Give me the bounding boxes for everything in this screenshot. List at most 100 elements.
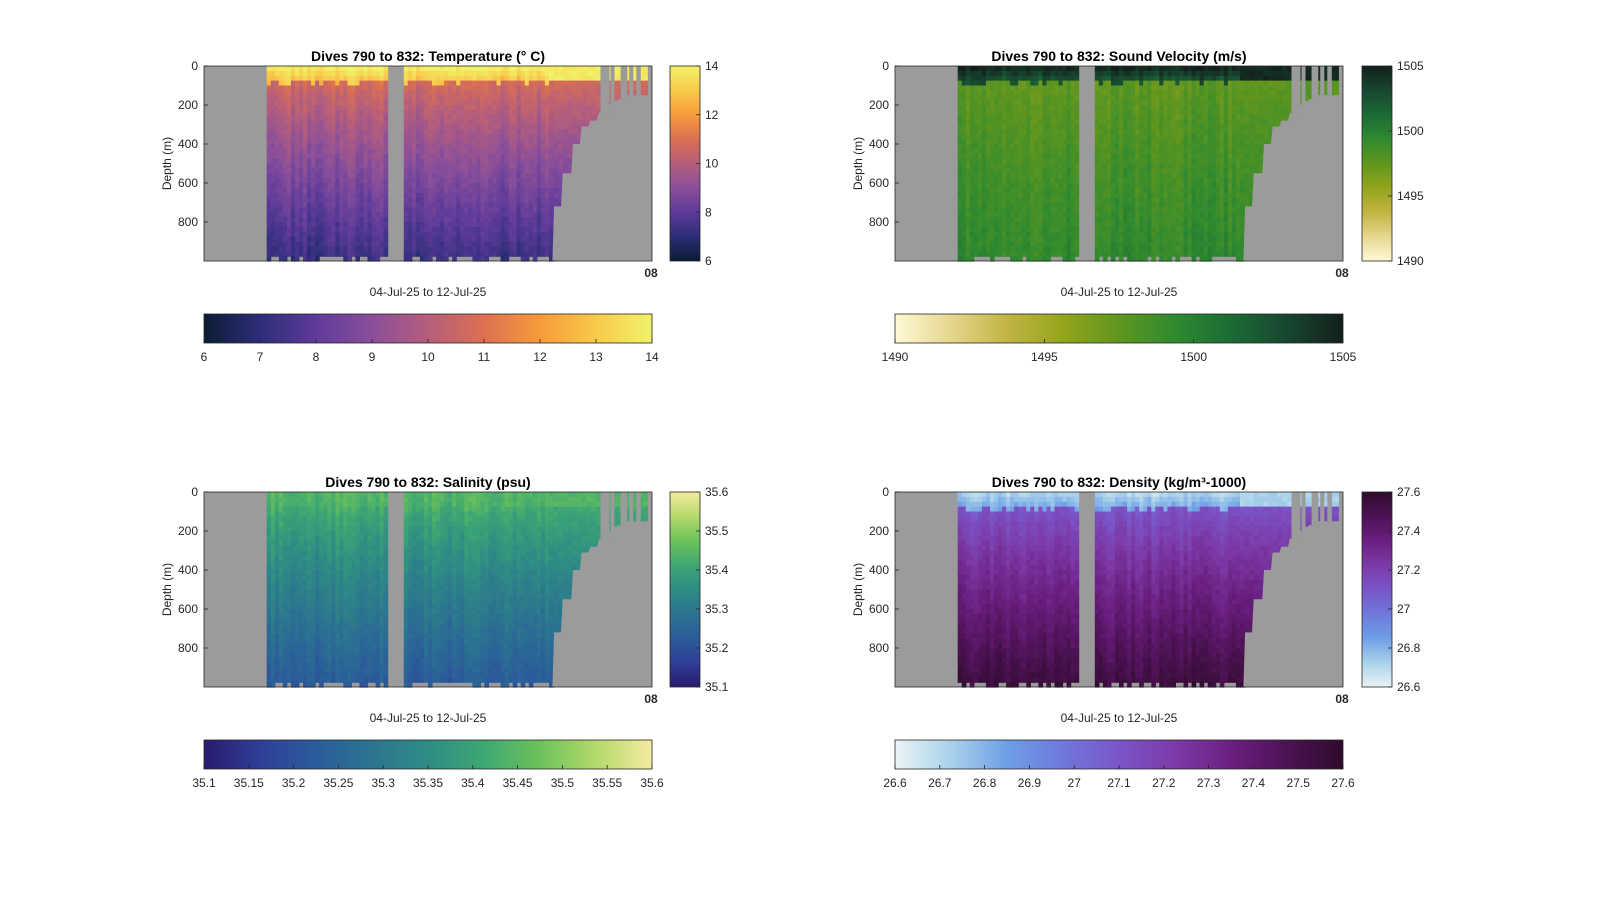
heatmap-cell [335,212,340,218]
heatmap-cell [1103,90,1108,96]
heatmap-cell [476,110,481,116]
heatmap-cell [456,227,461,233]
heatmap-cell [1055,251,1060,256]
heatmap-cell [267,95,272,101]
heatmap-cell [319,144,324,150]
heatmap-cell [1115,232,1120,238]
heatmap-cell [1030,242,1035,248]
heatmap-cell [343,198,348,204]
heatmap-cell [424,86,429,92]
heatmap-cell [1163,217,1168,223]
heatmap-cell [476,139,481,145]
heatmap-cell [545,212,550,218]
heatmap-cell [994,115,999,121]
heatmap-cell [291,129,296,135]
heatmap-cell [319,227,324,233]
heatmap-cell [505,86,510,92]
heatmap-cell [412,227,417,233]
heatmap-cell [364,217,369,223]
heatmap-cell [505,149,510,155]
heatmap-cell [1131,164,1136,170]
heatmap-cell [1026,120,1031,126]
heatmap-cell [994,159,999,165]
heatmap-cell [368,237,373,243]
heatmap-cell [416,115,421,121]
heatmap-cell [279,203,284,209]
heatmap-cell [1103,183,1108,189]
heatmap-cell [1046,76,1051,82]
heatmap-cell [484,139,489,145]
heatmap-cell [376,173,381,179]
heatmap-cell [1071,149,1076,155]
heatmap-cell [271,129,276,135]
heatmap-cell [1030,251,1035,256]
heatmap-cell [505,125,510,131]
heatmap-cell [545,81,550,87]
heatmap-cell [1095,95,1100,101]
heatmap-cell [509,66,514,72]
heatmap-cell [545,125,550,131]
heatmap-cell [568,149,573,155]
heatmap-cell [525,134,530,140]
heatmap-cell [513,164,518,170]
heatmap-cell [368,193,373,199]
heatmap-cell [1119,246,1124,252]
heatmap-cell [1026,125,1031,131]
heatmap-cell [982,90,987,96]
heatmap-cell [1167,129,1172,135]
heatmap-cell [1143,193,1148,199]
heatmap-cell [364,178,369,184]
heatmap-cell [513,76,518,82]
heatmap-cell [1167,139,1172,145]
heatmap-cell [1006,183,1011,189]
heatmap-cell [343,217,348,223]
heatmap-cell [505,115,510,121]
heatmap-cell [549,154,554,160]
heatmap-cell [1026,71,1031,77]
heatmap-cell [509,154,514,160]
heatmap-cell [347,115,352,121]
heatmap-cell [319,100,324,106]
heatmap-cell [970,217,975,223]
heatmap-cell [1123,193,1128,199]
heatmap-cell [456,139,461,145]
heatmap-cell [460,212,465,218]
heatmap-cell [456,129,461,135]
heatmap-cell [994,217,999,223]
heatmap-cell [1063,168,1068,174]
heatmap-cell [1095,222,1100,228]
heatmap-cell [1115,71,1120,77]
heatmap-cell [1111,134,1116,140]
heatmap-cell [331,246,336,252]
heatmap-cell [480,76,485,82]
heatmap-cell [1034,86,1039,92]
y-tick-label: 0 [191,59,198,73]
heatmap-cell [464,139,469,145]
heatmap-cell [489,144,494,150]
heatmap-cell [1046,207,1051,213]
heatmap-cell [1159,81,1164,87]
heatmap-cell [299,251,304,256]
heatmap-cell [360,76,365,82]
heatmap-cell [1111,110,1116,116]
heatmap-cell [537,203,542,209]
heatmap-cell [1155,193,1160,199]
heatmap-cell [404,222,409,228]
heatmap-cell [331,100,336,106]
heatmap-cell [436,193,441,199]
heatmap-cell [275,212,280,218]
heatmap-cell [476,212,481,218]
heatmap-cell [1167,212,1172,218]
heatmap-cell [615,71,620,77]
heatmap-cell [517,115,522,121]
heatmap-cell [982,134,987,140]
heatmap-cell [521,71,526,77]
heatmap-cell [1042,217,1047,223]
heatmap-cell [1159,134,1164,140]
heatmap-cell [1127,188,1132,194]
heatmap-cell [424,237,429,243]
heatmap-cell [424,129,429,135]
heatmap-cell [323,120,328,126]
heatmap-cell [1123,183,1128,189]
heatmap-cell [1022,66,1027,72]
